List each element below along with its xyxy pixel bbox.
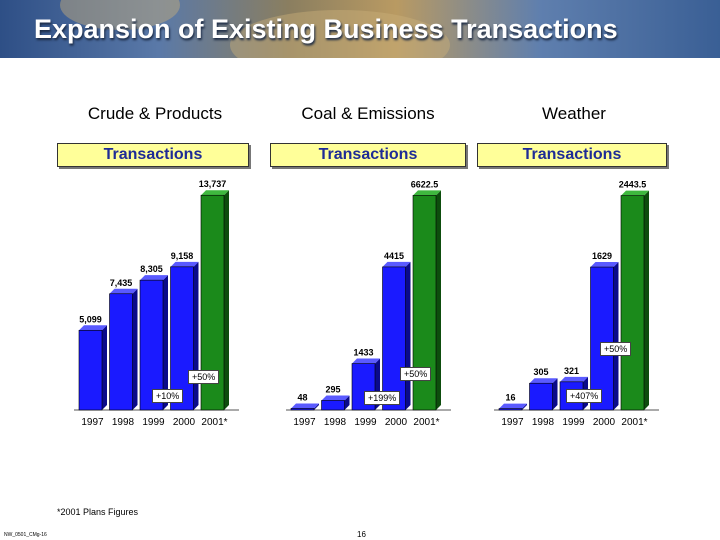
tick-label: 1997 bbox=[501, 417, 524, 428]
annotation-crude-1: +10% bbox=[152, 389, 184, 403]
annotation-weather-1: +407% bbox=[566, 389, 603, 403]
tick-label: 2001* bbox=[201, 417, 227, 428]
bar-2000 bbox=[382, 261, 411, 411]
tick-label: 2001* bbox=[621, 417, 647, 428]
value-label: 321 bbox=[564, 366, 579, 376]
bar-2000 bbox=[170, 261, 199, 411]
chart-weather: 16 1997 305 1998 321 1999 1629 2000 2443.5 2001* bbox=[494, 180, 659, 428]
tick-label: 1998 bbox=[112, 417, 135, 428]
annotation-crude-2: +50% bbox=[188, 370, 220, 384]
transactions-box-crude: Transactions bbox=[57, 143, 249, 167]
value-label: 2443.5 bbox=[619, 180, 647, 190]
transactions-box-weather: Transactions bbox=[477, 143, 667, 167]
tick-label: 2001* bbox=[413, 417, 439, 428]
chart-title-coal: Coal & Emissions bbox=[301, 104, 435, 123]
footnote: *2001 Plans Figures bbox=[57, 507, 139, 517]
value-label: 8,305 bbox=[140, 264, 163, 274]
bar-1997 bbox=[78, 325, 107, 411]
value-label: 7,435 bbox=[110, 278, 133, 288]
value-label: 295 bbox=[325, 384, 340, 394]
document-id: NW_0501_CMg-16 bbox=[4, 532, 47, 538]
value-label: 9,158 bbox=[171, 251, 194, 261]
bar-2000 bbox=[590, 262, 619, 411]
tick-label: 1999 bbox=[354, 417, 377, 428]
tick-label: 1997 bbox=[293, 417, 316, 428]
bar-1998 bbox=[109, 288, 138, 411]
value-label: 6622.5 bbox=[411, 179, 439, 189]
bar-2001* bbox=[412, 190, 441, 411]
annotation-coal-1: +199% bbox=[364, 391, 401, 405]
bar-1998 bbox=[321, 395, 350, 411]
tick-label: 1997 bbox=[81, 417, 104, 428]
value-label: 1433 bbox=[353, 348, 373, 358]
tick-label: 2000 bbox=[593, 417, 616, 428]
value-label: 13,737 bbox=[199, 179, 227, 189]
annotation-weather-2: +50% bbox=[600, 342, 632, 356]
bar-1997 bbox=[498, 403, 527, 411]
title-banner: Expansion of Existing Business Transacti… bbox=[0, 0, 720, 58]
value-label: 48 bbox=[297, 392, 307, 402]
bar-1997 bbox=[290, 403, 319, 411]
slide-title: Expansion of Existing Business Transacti… bbox=[34, 14, 618, 44]
page-number: 16 bbox=[357, 530, 366, 539]
bar-2001* bbox=[200, 190, 229, 411]
tick-label: 1998 bbox=[532, 417, 555, 428]
tick-label: 2000 bbox=[385, 417, 408, 428]
value-label: 5,099 bbox=[79, 314, 102, 324]
tick-label: 1998 bbox=[324, 417, 347, 428]
chart-coal-emissions: 48 1997 295 1998 1433 1999 4415 2000 6622.5 2001* bbox=[286, 179, 451, 428]
value-label: 4415 bbox=[384, 251, 404, 261]
value-label: 1629 bbox=[592, 251, 612, 261]
tick-label: 2000 bbox=[173, 417, 196, 428]
chart-title-weather: Weather bbox=[542, 104, 606, 123]
bar-1999 bbox=[139, 275, 168, 411]
bar-1998 bbox=[529, 378, 558, 411]
banner-texture bbox=[230, 10, 450, 58]
bar-2001* bbox=[620, 190, 649, 411]
tick-label: 1999 bbox=[142, 417, 165, 428]
value-label: 305 bbox=[533, 367, 548, 377]
chart-title-crude: Crude & Products bbox=[87, 104, 223, 123]
annotation-coal-2: +50% bbox=[400, 367, 432, 381]
value-label: 16 bbox=[505, 393, 515, 403]
transactions-box-coal: Transactions bbox=[270, 143, 466, 167]
tick-label: 1999 bbox=[562, 417, 585, 428]
chart-crude-products: 5,099 1997 7,435 1998 8,305 1999 9,158 2000 13,7… bbox=[74, 179, 239, 428]
